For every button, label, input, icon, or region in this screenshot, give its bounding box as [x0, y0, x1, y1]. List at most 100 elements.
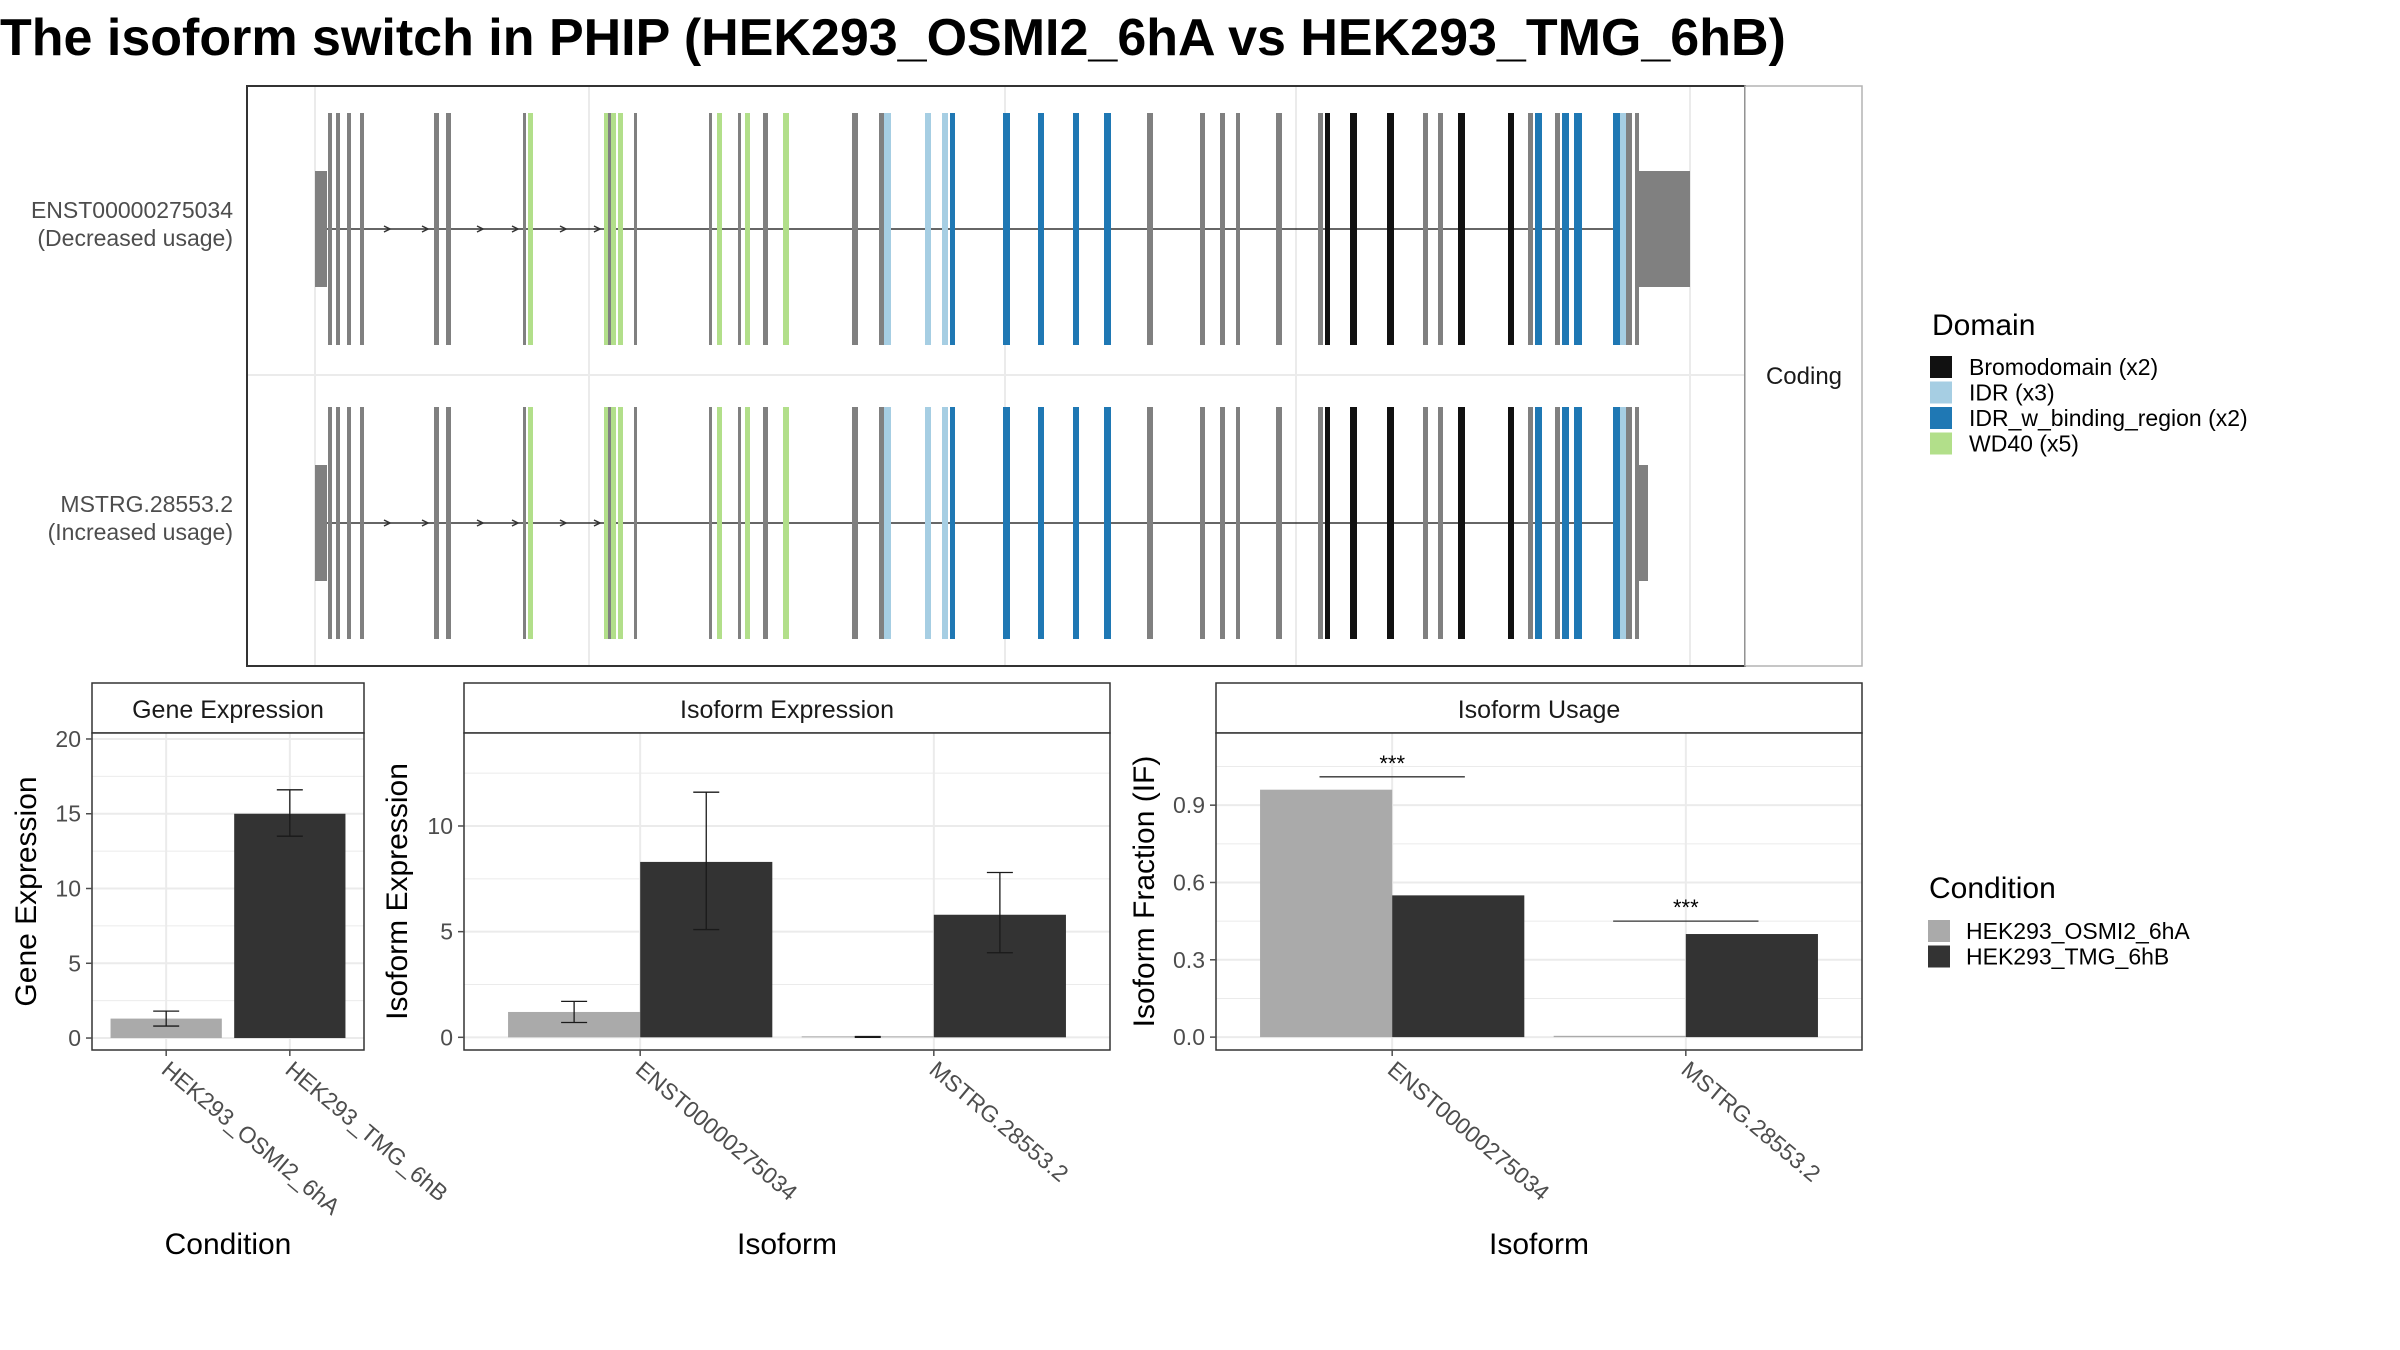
utr3-block	[1636, 171, 1690, 287]
strand-arrow	[476, 225, 485, 233]
domain-legend-label: Bromodomain (x2)	[1969, 354, 2158, 380]
exon-block	[1423, 407, 1428, 639]
exon-block	[1200, 113, 1205, 345]
exon-block	[328, 407, 332, 639]
y-axis-title: Gene Expression	[10, 776, 43, 1006]
bar	[1260, 789, 1393, 1038]
y-tick-label: 0.0	[1173, 1024, 1205, 1050]
exon-block	[523, 407, 526, 639]
domain-legend-label: IDR_w_binding_region (x2)	[1969, 405, 2248, 431]
exon-block	[1350, 407, 1357, 639]
domain-legend-label: IDR (x3)	[1969, 380, 2055, 406]
exon-block	[1535, 407, 1542, 639]
exon-block	[634, 407, 637, 639]
strand-arrow	[511, 519, 520, 527]
condition-legend-title: Condition	[1929, 872, 2056, 905]
panel-title: Gene Expression	[132, 696, 324, 724]
domain-legend-title: Domain	[1932, 309, 2035, 342]
exon-block	[950, 407, 955, 639]
strand-arrow	[511, 225, 520, 233]
exon-block	[1620, 113, 1626, 345]
exon-block	[1236, 113, 1240, 345]
exon-block	[783, 113, 789, 345]
bar	[234, 813, 346, 1039]
isoform-label: ENST00000275034	[31, 197, 233, 223]
exon-block	[1038, 407, 1044, 639]
exon-block	[1620, 407, 1626, 639]
strand-arrow	[383, 519, 392, 527]
y-tick-label: 5	[440, 919, 453, 945]
y-tick-label: 10	[427, 813, 453, 839]
exon-block	[347, 113, 351, 345]
panel-title: Isoform Expression	[680, 696, 894, 724]
facet-strip	[1744, 85, 1863, 667]
utr3-block	[1636, 465, 1648, 581]
exon-block	[1387, 113, 1394, 345]
y-tick-label: 20	[55, 726, 81, 752]
figure-title: The isoform switch in PHIP (HEK293_OSMI2…	[0, 9, 1786, 67]
exon-block	[1276, 407, 1282, 639]
y-axis-title: Isoform Expression	[381, 763, 414, 1020]
panel-title-strip	[463, 682, 1111, 734]
exon-block	[634, 113, 637, 345]
exon-block	[1438, 113, 1443, 345]
exon-block	[618, 407, 623, 639]
x-tick-label: MSTRG.28553.2	[1677, 1056, 1826, 1187]
exon-block	[611, 407, 616, 639]
significance-label: ***	[1379, 751, 1405, 776]
exon-block	[884, 113, 891, 345]
exon-block	[738, 407, 741, 639]
exon-block	[717, 407, 722, 639]
strand-arrow	[421, 225, 430, 233]
exon-block	[528, 407, 533, 639]
exon-block	[1147, 113, 1153, 345]
domain-legend-key	[1930, 381, 1952, 404]
bar	[1553, 1035, 1686, 1038]
x-tick-label: ENST00000275034	[1383, 1056, 1555, 1206]
domain-legend-key	[1930, 356, 1952, 378]
bar	[110, 1018, 222, 1039]
exon-block	[1562, 407, 1569, 639]
exon-block	[745, 407, 750, 639]
bar	[1392, 895, 1525, 1038]
exon-block	[1528, 113, 1533, 345]
exon-block	[852, 113, 858, 345]
strand-arrow	[593, 519, 602, 527]
condition-legend-key	[1928, 945, 1950, 968]
exon-block	[925, 407, 931, 639]
x-axis-title: Isoform	[737, 1228, 837, 1261]
condition-legend-label: HEK293_OSMI2_6hA	[1966, 918, 2190, 944]
exon-block	[950, 113, 955, 345]
exon-block	[1626, 407, 1632, 639]
exon-block	[1613, 113, 1621, 345]
y-tick-label: 0.9	[1173, 792, 1205, 818]
y-tick-label: 0	[68, 1025, 81, 1051]
exon-block	[1318, 407, 1323, 639]
exon-block	[879, 407, 884, 639]
exon-block	[604, 113, 609, 345]
exon-block	[1458, 113, 1465, 345]
exon-block	[1574, 407, 1582, 639]
exon-block	[884, 407, 891, 639]
exon-block	[608, 113, 611, 345]
exon-block	[528, 113, 533, 345]
domain-legend-key	[1930, 407, 1952, 429]
x-axis-title: Isoform	[1489, 1228, 1589, 1261]
bar	[1685, 934, 1818, 1038]
domain-legend-label: WD40 (x5)	[1969, 431, 2079, 457]
exon-block	[763, 113, 768, 345]
expression-panels: Gene Expression05101520HEK293_OSMI2_6hAH…	[10, 682, 1863, 1261]
exon-block	[360, 407, 364, 639]
x-axis-title: Condition	[165, 1228, 292, 1261]
exon-block	[1508, 407, 1514, 639]
exon-block	[1438, 407, 1443, 639]
strand-arrow	[383, 225, 392, 233]
exon-block	[1574, 113, 1582, 345]
exon-block	[336, 407, 340, 639]
exon-block	[1220, 407, 1225, 639]
y-tick-label: 5	[68, 950, 81, 976]
exon-block	[942, 407, 948, 639]
exon-block	[347, 407, 351, 639]
exon-block	[1562, 113, 1569, 345]
